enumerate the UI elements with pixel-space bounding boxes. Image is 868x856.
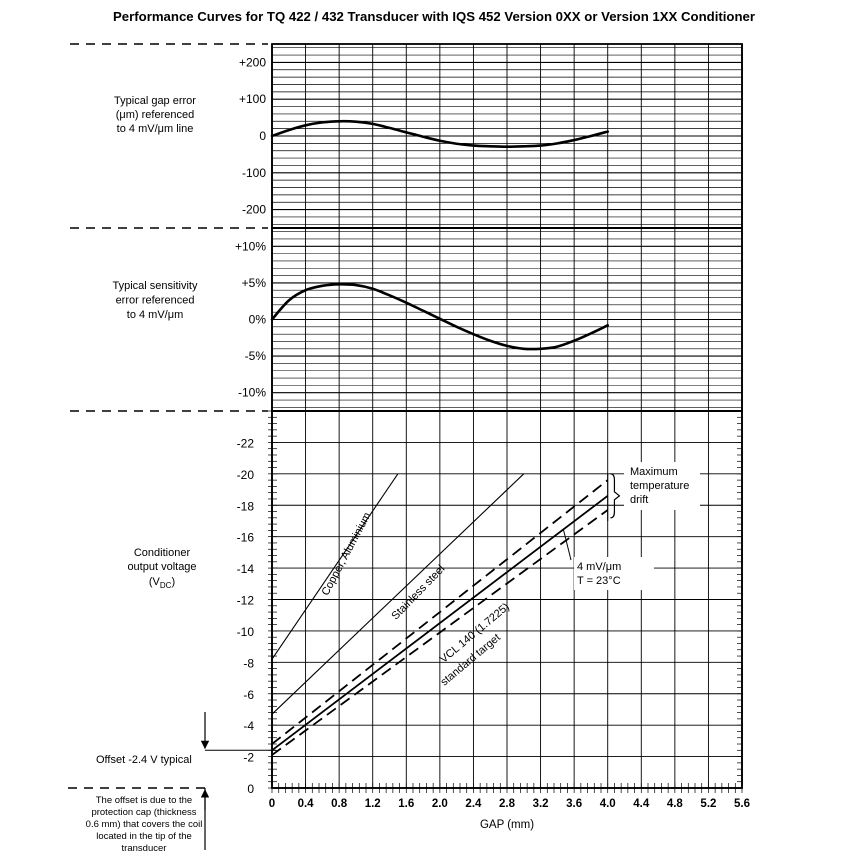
- drift-label: Maximum: [630, 466, 678, 478]
- sensitivity-tick-label: -5%: [245, 349, 267, 363]
- output-line: [271, 495, 609, 752]
- offset-note: 0.6 mm) that covers the coil: [86, 819, 203, 830]
- x-tick-label: 4.8: [667, 798, 684, 810]
- voltage-tick-label: -2: [243, 751, 254, 765]
- sensitivity-ylabel: Typical sensitivity: [113, 280, 198, 292]
- x-tick-label: 0: [269, 798, 275, 810]
- sensitivity-note: 4 mV/μm: [577, 561, 621, 573]
- sensitivity-label-bg: [574, 557, 654, 590]
- offset-note: protection cap (thickness: [91, 807, 196, 818]
- offset-note: The offset is due to the: [96, 795, 192, 806]
- sensitivity-tick-label: +10%: [235, 239, 266, 253]
- voltage-ylabel: Conditioner: [134, 547, 191, 559]
- output-line: [271, 509, 609, 756]
- gap-error-tick-label: +200: [239, 55, 266, 69]
- x-tick-label: 4.0: [600, 798, 616, 810]
- gap-error-tick-label: 0: [259, 129, 266, 143]
- gap-error-curve: [270, 119, 610, 148]
- x-tick-label: 2.8: [499, 798, 516, 810]
- drift-bracket: [610, 473, 621, 519]
- chart-frame: [271, 43, 743, 789]
- sensitivity-note: T = 23°C: [577, 575, 621, 587]
- x-tick-label: 3.6: [566, 798, 582, 810]
- output-line: [271, 473, 399, 660]
- copper-aluminium-label: Copper, Aluminium: [320, 511, 374, 598]
- voltage-tick-label: 0: [247, 782, 254, 796]
- x-tick-label: 5.6: [734, 798, 750, 810]
- drift-label: drift: [630, 494, 648, 506]
- drift-label: temperature: [630, 480, 689, 492]
- x-tick-label: 0.8: [331, 798, 348, 810]
- x-tick-label: 0.4: [298, 798, 315, 810]
- x-tick-label: 5.2: [700, 798, 716, 810]
- sensitivity-ylabel: to 4 mV/μm: [127, 309, 183, 321]
- x-axis-label: GAP (mm): [480, 819, 534, 831]
- sensitivity-tick-label: +5%: [242, 276, 267, 290]
- sensitivity-error-curve: [270, 283, 610, 351]
- voltage-tick-label: -12: [237, 594, 255, 608]
- gap-error-tick-label: -100: [242, 166, 266, 180]
- voltage-tick-label: -6: [243, 688, 254, 702]
- sensitivity-ylabel: error referenced: [116, 295, 195, 307]
- voltage-tick-label: -16: [237, 531, 255, 545]
- x-tick-label: 4.4: [633, 798, 650, 810]
- gap-error-tick-label: -200: [242, 203, 266, 217]
- output-line: [271, 473, 525, 715]
- x-tick-label: 2.0: [432, 798, 448, 810]
- voltage-tick-label: -18: [237, 499, 255, 513]
- x-tick-label: 1.2: [365, 798, 381, 810]
- gap-error-tick-label: +100: [239, 92, 266, 106]
- sensitivity-tick-label: -10%: [238, 386, 266, 400]
- gap-error-ylabel: (μm) referenced: [116, 109, 194, 121]
- sensitivity-tick-label: 0%: [249, 313, 267, 327]
- x-tick-label: 2.4: [465, 798, 482, 810]
- drift-label-bg: [624, 462, 700, 510]
- voltage-tick-label: -4: [243, 719, 254, 733]
- offset-label: Offset -2.4 V typical: [96, 754, 192, 766]
- x-tick-label: 1.6: [398, 798, 414, 810]
- output-line: [271, 479, 609, 745]
- x-tick-label: 3.2: [533, 798, 549, 810]
- chart-title: Performance Curves for TQ 422 / 432 Tran…: [112, 9, 756, 24]
- voltage-tick-label: -22: [237, 436, 255, 450]
- voltage-tick-label: -8: [243, 656, 254, 670]
- voltage-tick-label: -10: [237, 625, 255, 639]
- gap-error-ylabel: Typical gap error: [114, 95, 196, 107]
- sensitivity-leader: [562, 528, 572, 561]
- voltage-tick-label: -14: [237, 562, 255, 576]
- voltage-tick-label: -20: [237, 468, 255, 482]
- voltage-ylabel-unit: (VDC): [149, 576, 175, 590]
- gap-error-ylabel: to 4 mV/μm line: [117, 123, 194, 135]
- voltage-ylabel: output voltage: [127, 561, 196, 573]
- offset-note: located in the tip of the: [96, 831, 192, 842]
- offset-note: transducer: [122, 843, 167, 854]
